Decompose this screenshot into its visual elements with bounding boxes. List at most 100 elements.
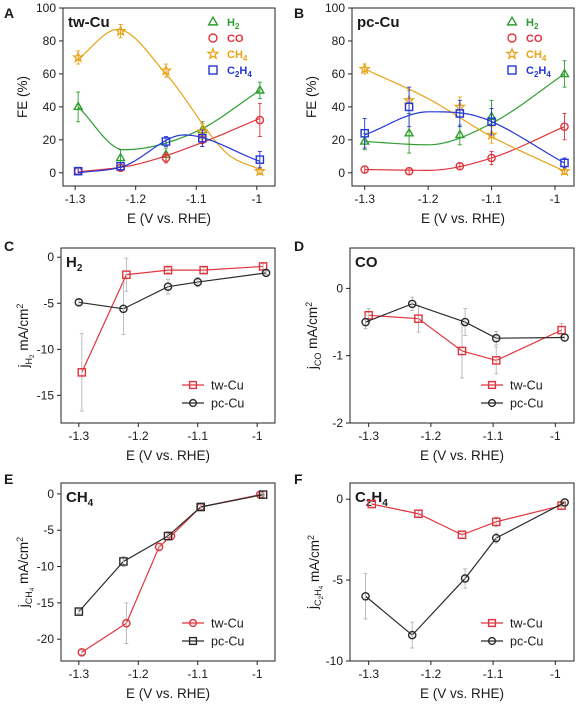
panel-b-x-tick-label: -1.3 bbox=[354, 192, 375, 206]
panel-letter-d: D bbox=[294, 238, 304, 254]
panel-a-error-bar bbox=[257, 103, 262, 138]
panel-c-y-tick-label: 0 bbox=[47, 250, 54, 264]
panel-f-data-point bbox=[407, 630, 417, 640]
panel-f-data-point bbox=[460, 574, 470, 583]
panel-c-y-tick-label: -5 bbox=[43, 296, 54, 310]
panel-f-y-tick-label: -10 bbox=[326, 654, 344, 668]
panel-e-data-point bbox=[154, 542, 164, 552]
panel-a-data-point bbox=[254, 84, 266, 94]
panel-b-fit-curve bbox=[364, 68, 565, 172]
panel-f-series-pc-cu bbox=[361, 498, 569, 649]
panel-f-x-tick-label: -1 bbox=[550, 667, 561, 681]
panel-a-data-point bbox=[198, 133, 207, 143]
panel-b-fit-curve bbox=[364, 111, 565, 164]
panel-d-y-axis-title: jCO mA/cm2 bbox=[304, 302, 323, 370]
panel-f-legend-label: pc-Cu bbox=[510, 635, 543, 649]
panel-e-y-tick-label: -5 bbox=[43, 523, 54, 537]
panel-a-data-point bbox=[116, 161, 125, 171]
panel-e-legend-label: tw-Cu bbox=[211, 617, 244, 631]
panel-a-y-tick-label: 80 bbox=[43, 34, 57, 48]
panel-e-data-point bbox=[119, 557, 128, 566]
panel-b-fit-curve bbox=[364, 73, 565, 146]
panel-b-x-tick-label: -1.1 bbox=[481, 192, 502, 206]
panel-c-error-bar bbox=[79, 333, 84, 412]
panel-c-x-tick-label: -1.1 bbox=[187, 429, 208, 443]
panel-d-data-point bbox=[407, 299, 417, 309]
panel-e-legend-marker bbox=[188, 636, 198, 646]
panel-a-y-axis-title: FE (%) bbox=[15, 76, 30, 118]
panel-a-legend-marker bbox=[208, 33, 218, 43]
panel-c-error-bar bbox=[124, 257, 129, 292]
panel-a-fit-curve bbox=[78, 134, 261, 174]
panel-e-inset-label: CH4 bbox=[66, 489, 94, 509]
panel-e-error-bar bbox=[261, 492, 266, 497]
panel-letter-e: E bbox=[4, 471, 13, 487]
panel-a-data-point bbox=[73, 166, 83, 176]
panel-b-error-bar bbox=[457, 124, 462, 146]
panel-a-data-point bbox=[114, 24, 127, 37]
panel-d-plot-frame bbox=[349, 247, 575, 424]
panel-e-error-bar bbox=[198, 504, 203, 510]
panel-e-x-tick-label: -1.2 bbox=[128, 667, 149, 681]
panel-e-data-point bbox=[163, 531, 173, 541]
panel-a-series-ch4 bbox=[71, 24, 267, 177]
panel-f-data-point bbox=[367, 499, 377, 509]
panel-b-x-axis-title: E (V vs. RHE) bbox=[421, 211, 505, 226]
panel-a-series-c2h4 bbox=[73, 129, 265, 176]
panel-d-error-bar bbox=[463, 308, 468, 336]
panel-e: E -1.3 -1.2 -1.1 -10-5-10-15-20E (V vs. RHE… bbox=[4, 471, 276, 701]
panel-f-data-point bbox=[457, 530, 467, 540]
panel-a-legend-label: H2 bbox=[227, 17, 240, 31]
panel-d-legend-label: pc-Cu bbox=[510, 397, 543, 411]
panel-a-error-bar bbox=[76, 167, 81, 175]
panel-c-data-point bbox=[119, 304, 128, 314]
panel-b-legend-label: CH4 bbox=[526, 49, 547, 63]
panel-b-data-point bbox=[455, 109, 465, 118]
panel-b-y-tick-label: 60 bbox=[332, 67, 346, 81]
panel-f-data-point bbox=[560, 498, 569, 507]
panel-c-series-line bbox=[81, 265, 264, 373]
panel-b-series-c2h4 bbox=[360, 86, 569, 169]
panel-a: A -1.3 -1.2 -1.1 -1 0 20 40 60 80 100 E (V vs. RHE… bbox=[4, 1, 276, 226]
panel-c-data-point bbox=[77, 368, 87, 377]
panel-d-inset-label: CO bbox=[355, 254, 378, 271]
panel-e-data-point bbox=[122, 618, 131, 628]
panel-f-data-point bbox=[491, 517, 501, 527]
panel-d-x-tick-label: -1.3 bbox=[358, 429, 379, 443]
panel-f-series-tw-cu bbox=[367, 499, 566, 540]
panel-b-plot-frame bbox=[351, 7, 575, 187]
panel-e-legend-label: pc-Cu bbox=[211, 635, 244, 649]
panel-c-data-point bbox=[261, 268, 271, 278]
panel-a-y-tick-label: 20 bbox=[43, 133, 57, 147]
panel-c-error-bar bbox=[166, 266, 170, 274]
panel-b-y-axis-title: FE (%) bbox=[304, 76, 319, 118]
panel-d-x-axis-title: E (V vs. RHE) bbox=[420, 448, 504, 463]
panel-f-y-tick-label: -5 bbox=[332, 573, 343, 587]
panel-e-error-bar bbox=[76, 608, 81, 615]
panel-b-legend-marker bbox=[506, 15, 518, 26]
panel-c-y-axis-title: jH2 mA/cm2 bbox=[15, 304, 36, 369]
panel-d-series-tw-cu bbox=[364, 304, 566, 379]
panel-f-error-bar bbox=[463, 568, 468, 589]
panel-e-legend-marker bbox=[188, 618, 198, 628]
panel-c-series-line bbox=[78, 272, 267, 310]
panel-a-x-tick-label: -1.1 bbox=[186, 192, 207, 206]
panel-b-legend-marker bbox=[507, 33, 517, 43]
panel-a-data-point bbox=[72, 101, 84, 111]
panel-b-series-ch4 bbox=[358, 62, 571, 177]
panel-a-legend-label: CO bbox=[227, 33, 244, 45]
panel-letter-b: B bbox=[294, 5, 304, 21]
panel-b-legend-label: C2H4 bbox=[526, 65, 551, 79]
panel-a-error-bar bbox=[76, 91, 81, 123]
panel-b-y-tick-label: 40 bbox=[332, 100, 346, 114]
panel-f: F -1.3 -1.2 -1.1 -10-5-10E (V vs. RHE)jC2H4… bbox=[294, 471, 575, 701]
panel-e-x-axis-title: E (V vs. RHE) bbox=[126, 686, 210, 701]
panel-a-y-tick-label: 40 bbox=[43, 100, 57, 114]
panel-b-legend-marker bbox=[505, 46, 519, 60]
panel-a-data-point bbox=[159, 64, 173, 76]
panel-a-legend-marker bbox=[206, 46, 220, 60]
panel-f-x-tick-label: -1.3 bbox=[358, 667, 379, 681]
panel-b-error-bar bbox=[489, 150, 494, 166]
panel-b-error-bar bbox=[489, 108, 494, 136]
panel-c-data-point bbox=[163, 282, 173, 291]
